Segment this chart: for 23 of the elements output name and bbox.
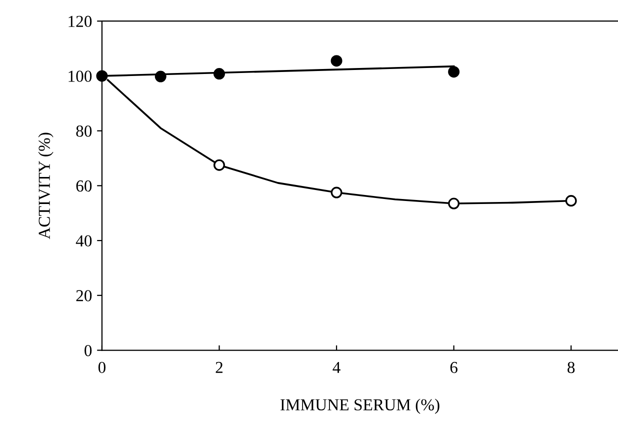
- x-tick-label: 4: [332, 362, 340, 373]
- point: [565, 195, 577, 207]
- point: [448, 198, 460, 210]
- y-axis-title: ACTIVITY (%): [38, 132, 54, 240]
- y-tick-label: 0: [84, 344, 92, 356]
- x-axis-title: IMMUNE SERUM (%): [280, 398, 440, 414]
- x-tick-label: 6: [450, 362, 458, 374]
- point: [96, 70, 108, 82]
- x-tick-label: 0: [98, 362, 106, 374]
- y-tick-label: 100: [68, 70, 92, 82]
- y-tick-label: 20: [76, 290, 92, 302]
- point: [214, 159, 225, 171]
- y-tick-label: 40: [76, 235, 92, 246]
- y-tick-label: 120: [68, 16, 92, 28]
- point: [330, 186, 342, 198]
- point: [154, 70, 166, 82]
- point: [448, 66, 460, 78]
- y-tick-label: 80: [76, 126, 92, 137]
- y-tick-label: 60: [76, 180, 92, 192]
- point: [214, 68, 225, 80]
- x-tick-label: 8: [568, 362, 575, 374]
- x-tick-label: 2: [216, 362, 222, 373]
- point: [330, 55, 342, 67]
